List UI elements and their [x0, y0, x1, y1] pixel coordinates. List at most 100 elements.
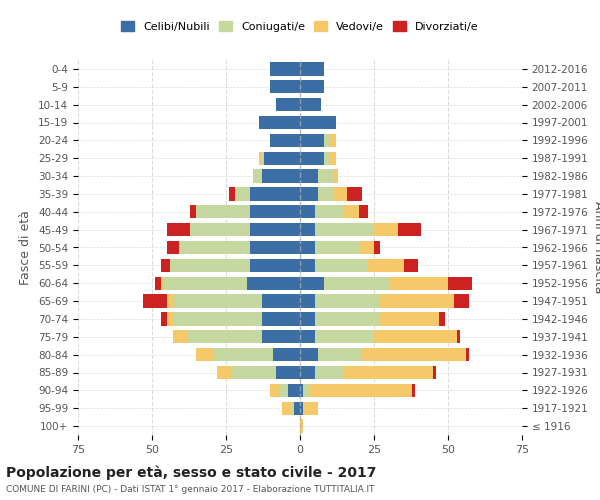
Bar — [155, 276, 161, 290]
Bar — [167, 223, 190, 236]
Bar — [259, 152, 262, 165]
Bar — [253, 170, 262, 183]
Bar — [300, 348, 318, 362]
Bar — [359, 205, 368, 218]
Bar — [161, 258, 170, 272]
Bar — [300, 402, 303, 415]
Bar — [188, 330, 262, 344]
Bar — [232, 366, 277, 379]
Legend: Celibi/Nubili, Coniugati/e, Vedovi/e, Divorziati/e: Celibi/Nubili, Coniugati/e, Vedovi/e, Di… — [117, 17, 483, 36]
Bar — [250, 205, 300, 218]
Bar — [300, 62, 323, 76]
Bar — [250, 187, 300, 200]
Bar — [374, 241, 380, 254]
Bar — [332, 170, 338, 183]
Bar — [143, 294, 167, 308]
Bar — [380, 312, 439, 326]
Bar — [315, 294, 380, 308]
Bar — [190, 223, 250, 236]
Bar — [167, 294, 173, 308]
Bar — [300, 170, 318, 183]
Bar — [271, 384, 279, 397]
Bar — [318, 187, 332, 200]
Bar — [300, 241, 315, 254]
Bar — [250, 241, 300, 254]
Bar — [250, 223, 300, 236]
Y-axis label: Anni di nascita: Anni di nascita — [592, 201, 600, 294]
Bar — [265, 152, 300, 165]
Bar — [170, 258, 250, 272]
Bar — [344, 366, 433, 379]
Bar — [300, 276, 323, 290]
Bar — [300, 98, 321, 112]
Bar — [323, 134, 329, 147]
Bar — [300, 258, 315, 272]
Bar — [291, 402, 294, 415]
Bar — [282, 402, 291, 415]
Bar — [329, 134, 335, 147]
Bar — [300, 134, 323, 147]
Bar — [466, 348, 469, 362]
Bar — [448, 276, 472, 290]
Bar — [294, 402, 300, 415]
Bar — [250, 258, 300, 272]
Bar — [315, 258, 368, 272]
Bar — [318, 348, 362, 362]
Text: COMUNE DI FARINI (PC) - Dati ISTAT 1° gennaio 2017 - Elaborazione TUTTITALIA.IT: COMUNE DI FARINI (PC) - Dati ISTAT 1° ge… — [6, 485, 374, 494]
Bar — [412, 384, 415, 397]
Bar — [374, 223, 398, 236]
Bar — [300, 312, 315, 326]
Bar — [262, 294, 300, 308]
Bar — [380, 294, 454, 308]
Bar — [300, 205, 315, 218]
Bar — [190, 205, 196, 218]
Bar — [271, 134, 300, 147]
Bar — [196, 348, 214, 362]
Bar — [389, 276, 448, 290]
Bar — [309, 384, 412, 397]
Bar — [359, 241, 374, 254]
Bar — [173, 330, 188, 344]
Bar — [300, 116, 335, 129]
Bar — [300, 80, 323, 94]
Bar — [161, 276, 164, 290]
Bar — [300, 330, 315, 344]
Bar — [179, 241, 250, 254]
Bar — [262, 330, 300, 344]
Bar — [300, 187, 318, 200]
Bar — [300, 294, 315, 308]
Bar — [457, 330, 460, 344]
Bar — [262, 152, 265, 165]
Bar — [368, 258, 404, 272]
Bar — [318, 170, 332, 183]
Bar — [167, 241, 179, 254]
Bar — [217, 366, 232, 379]
Bar — [262, 170, 300, 183]
Bar — [300, 384, 303, 397]
Bar — [315, 312, 380, 326]
Bar — [300, 366, 315, 379]
Bar — [271, 62, 300, 76]
Bar — [362, 348, 466, 362]
Bar — [315, 223, 374, 236]
Bar — [259, 116, 300, 129]
Bar — [235, 187, 250, 200]
Bar — [173, 312, 262, 326]
Bar — [374, 330, 457, 344]
Bar — [323, 152, 329, 165]
Bar — [303, 384, 309, 397]
Bar — [344, 205, 359, 218]
Bar — [315, 366, 344, 379]
Y-axis label: Fasce di età: Fasce di età — [19, 210, 32, 285]
Bar — [347, 187, 362, 200]
Bar — [277, 366, 300, 379]
Bar — [164, 276, 247, 290]
Bar — [332, 187, 347, 200]
Bar — [300, 152, 323, 165]
Bar — [247, 276, 300, 290]
Bar — [433, 366, 436, 379]
Bar — [229, 187, 235, 200]
Bar — [300, 420, 303, 433]
Bar — [173, 294, 262, 308]
Bar — [167, 312, 173, 326]
